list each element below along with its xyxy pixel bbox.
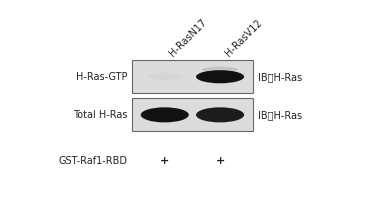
Text: H-RasV12: H-RasV12 — [223, 18, 264, 59]
Text: H-Ras-GTP: H-Ras-GTP — [76, 72, 128, 82]
Ellipse shape — [196, 70, 244, 83]
Text: Total H-Ras: Total H-Ras — [73, 110, 128, 120]
Text: IB：H-Ras: IB：H-Ras — [258, 110, 303, 120]
Ellipse shape — [196, 107, 244, 122]
Ellipse shape — [148, 73, 181, 81]
Text: +: + — [215, 156, 225, 166]
FancyBboxPatch shape — [132, 98, 252, 131]
Text: GST-Raf1-RBD: GST-Raf1-RBD — [59, 156, 128, 166]
FancyBboxPatch shape — [132, 60, 252, 93]
Text: IB：H-Ras: IB：H-Ras — [258, 72, 303, 82]
Text: +: + — [160, 156, 169, 166]
Text: H-RasN17: H-RasN17 — [168, 18, 209, 59]
Ellipse shape — [202, 67, 238, 72]
Ellipse shape — [141, 107, 189, 122]
